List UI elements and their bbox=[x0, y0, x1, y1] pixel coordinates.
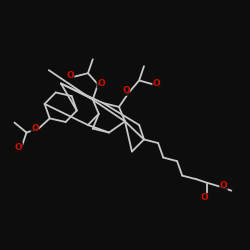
Text: O: O bbox=[220, 181, 227, 190]
Text: O: O bbox=[153, 79, 160, 88]
Text: O: O bbox=[31, 124, 39, 132]
Text: O: O bbox=[15, 143, 22, 152]
Text: O: O bbox=[97, 79, 105, 88]
Text: O: O bbox=[122, 86, 130, 96]
Text: O: O bbox=[201, 194, 209, 202]
Text: O: O bbox=[66, 72, 74, 80]
